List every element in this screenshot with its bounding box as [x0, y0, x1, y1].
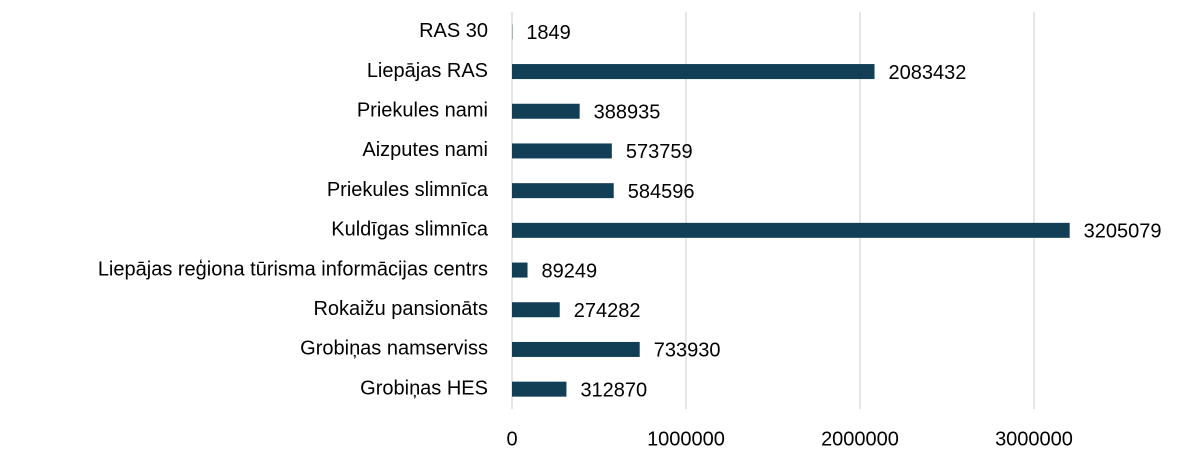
- y-tick-label: Grobiņas namserviss: [300, 338, 488, 360]
- x-tick-label: 3000000: [995, 428, 1073, 450]
- data-label: 274282: [574, 300, 641, 322]
- bar: [512, 341, 640, 357]
- y-tick-label: Priekules slimnīca: [327, 179, 489, 201]
- data-label: 1849: [526, 22, 571, 44]
- y-tick-label: RAS 30: [419, 20, 488, 42]
- y-tick-label: Rokaižu pansionāts: [313, 298, 488, 320]
- y-tick-label: Aizputes nami: [362, 139, 488, 161]
- x-tick-label: 1000000: [647, 428, 725, 450]
- y-tick-label: Priekules nami: [357, 100, 488, 122]
- bar: [512, 381, 567, 397]
- x-tick-label: 2000000: [821, 428, 899, 450]
- data-label: 3205079: [1084, 221, 1162, 243]
- bar: [512, 183, 614, 199]
- y-tick-label: Grobiņas HES: [360, 377, 488, 399]
- bar: [512, 302, 560, 318]
- bar: [512, 143, 612, 159]
- y-tick-label: Liepājas reģiona tūrisma informācijas ce…: [98, 258, 488, 280]
- data-label: 312870: [580, 379, 647, 401]
- y-tick-label: Liepājas RAS: [367, 60, 488, 82]
- x-tick-label: 0: [506, 428, 517, 450]
- data-label: 733930: [654, 340, 721, 362]
- bar: [512, 103, 580, 119]
- data-label: 89249: [542, 260, 598, 282]
- y-tick-label: Kuldīgas slimnīca: [331, 219, 489, 241]
- data-label: 584596: [628, 181, 695, 203]
- data-label: 388935: [594, 102, 661, 124]
- bar: [512, 222, 1070, 238]
- data-label: 573759: [626, 141, 693, 163]
- bar: [512, 262, 528, 278]
- data-label: 2083432: [889, 62, 967, 84]
- bar: [512, 64, 875, 80]
